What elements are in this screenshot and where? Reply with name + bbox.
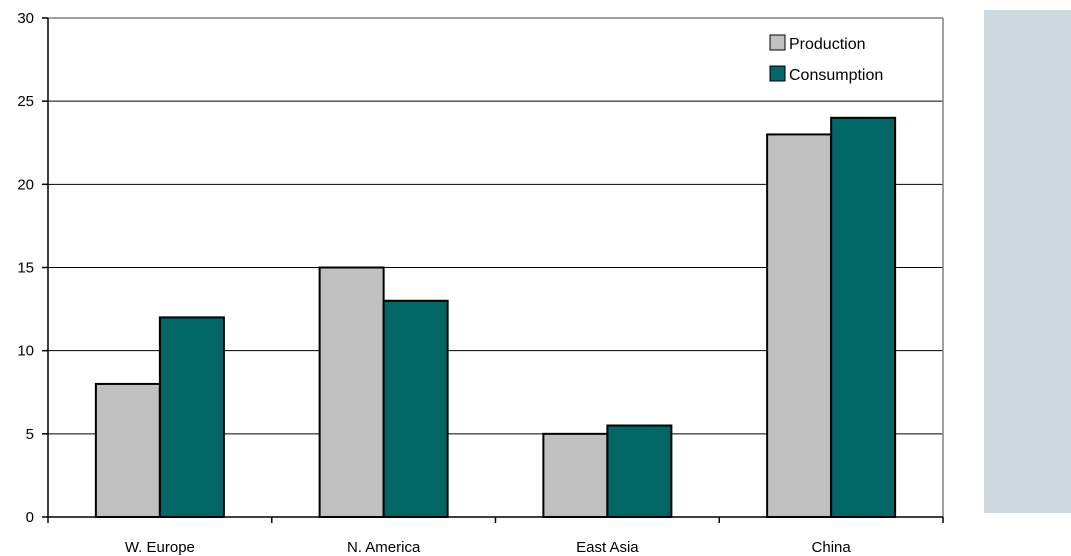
legend-label-production: Production [789,36,866,53]
legend-swatch-production [769,34,786,51]
bar-consumption [830,116,897,519]
bar-production [94,382,161,518]
bar-production [766,133,833,519]
x-category-label: N. America [347,539,421,556]
bars [94,116,897,519]
legend-label-consumption: Consumption [789,67,883,84]
x-category-label: East Asia [576,539,639,556]
y-tick-label: 25 [17,93,34,110]
x-axis-ticks: W. Europe N. America East Asia China [47,517,944,556]
y-tick-label: 30 [17,10,34,27]
legend: Production Consumption [769,34,883,84]
y-tick-label: 5 [26,426,34,443]
legend-swatch-consumption [769,65,786,82]
bar-consumption [382,299,449,518]
y-axis-ticks: 0 5 10 15 20 25 30 [17,10,48,526]
y-tick-label: 0 [26,509,34,526]
bar-production [318,266,385,518]
side-panel [984,10,1071,513]
y-tick-label: 15 [17,260,34,277]
x-category-label: China [812,539,852,556]
y-tick-label: 20 [17,176,34,193]
y-tick-label: 10 [17,343,34,360]
x-category-label: W. Europe [125,539,195,556]
bar-production [542,432,609,519]
bar-consumption [606,424,673,518]
bar-consumption [158,316,225,518]
